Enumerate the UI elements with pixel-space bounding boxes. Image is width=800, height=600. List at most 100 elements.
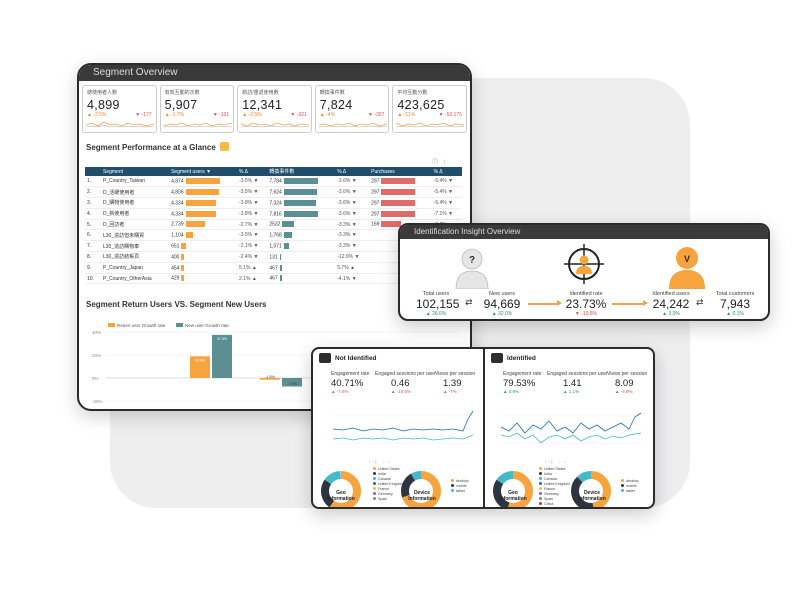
kpi-label: 轉換事件數	[319, 90, 345, 96]
geo-donut[interactable]	[319, 469, 363, 509]
legend-item[interactable]: India	[373, 472, 404, 477]
legend-item[interactable]: Germany	[539, 492, 570, 497]
legend-item[interactable]: tablet	[621, 489, 639, 494]
legend-swatch-return	[108, 323, 115, 327]
cell-text: -3.8% ▼	[239, 199, 259, 206]
cell-conv-pct: -4.1% ▼	[335, 273, 370, 285]
cell-text: 10.	[87, 275, 94, 282]
legend-item[interactable]: desktop	[451, 479, 469, 484]
kpi-delta: ▼ -52,175	[438, 112, 462, 118]
cell-no: 9.	[85, 262, 101, 274]
device-donut[interactable]	[399, 469, 443, 509]
bar-mark[interactable]	[190, 356, 210, 378]
legend-text: China	[544, 502, 554, 506]
kpi-card[interactable]: 有效互動的次數 5,907 ▲ -1.7% ▼ -101	[159, 85, 235, 133]
legend-item[interactable]: China	[539, 502, 570, 507]
cell-conv: 467	[267, 273, 336, 285]
cell-users: 1,104	[169, 229, 238, 242]
metric-label: Total customers	[715, 291, 755, 297]
kpi-card[interactable]: 平均互動分數 423,625 ▲ -11% ▼ -52,175	[392, 85, 467, 133]
legend-item[interactable]: Canada	[539, 477, 570, 482]
legend-item[interactable]: Canada	[373, 477, 404, 482]
col-purch-pct[interactable]: % Δ	[431, 167, 462, 176]
metric-delta: ▼ -19.8%	[574, 311, 598, 317]
target-user-icon	[564, 244, 604, 284]
cell-text: -2.1% ▼	[239, 243, 259, 250]
more-icon[interactable]: ⋮	[441, 160, 448, 166]
cell-users-pct: 2.1% ▲	[237, 273, 268, 285]
unknown-user-icon: ?	[455, 248, 489, 289]
kpi-card[interactable]: 轉換事件數 7,824 ▲ -4% ▼ -307	[314, 85, 390, 133]
cell-conv: 2532	[267, 219, 336, 231]
kpi-delta: ▼ -321	[290, 112, 307, 118]
legend-text: Germany	[378, 492, 393, 496]
y-tick-label: 20%	[92, 353, 101, 358]
legend-item[interactable]: France	[373, 487, 404, 492]
legend-item[interactable]: United Kingdom	[373, 482, 404, 487]
cell-text: -3.6% ▼	[337, 210, 357, 217]
y-tick-label: -20%	[92, 399, 103, 404]
legend-item[interactable]: United States	[539, 467, 570, 472]
table-row[interactable]: 3. D_購物使用者 4,334 -3.8% ▼ 7,324 -3.6% ▼ 297 -5.4…	[85, 197, 462, 209]
legend-item[interactable]: desktop	[621, 479, 639, 484]
legend-item[interactable]: Spain	[539, 497, 570, 502]
cell-conv-pct: -3.6% ▼	[335, 186, 370, 199]
cell-text: L30_造訪購物車	[103, 243, 140, 250]
legend-item[interactable]: mobile	[451, 484, 469, 489]
legend-text: United States	[378, 467, 400, 471]
col-purch[interactable]: Purchases	[369, 167, 432, 176]
geo-legend: United States India Canada United Kingdom Fr…	[373, 467, 404, 502]
legend-dot	[539, 487, 542, 490]
col-conv[interactable]: 轉換事件數	[267, 167, 336, 176]
cell-conv: 131	[267, 251, 336, 263]
legend-item[interactable]: tablet	[451, 489, 469, 494]
metric-delta: ▲ -14.6%	[391, 389, 411, 394]
kpi-label: 新訪/重返使用數	[242, 90, 279, 96]
cell-text: 7,624	[269, 189, 282, 196]
value-bar	[283, 199, 316, 206]
value-bar	[279, 264, 282, 271]
cell-purch-pct: -7.1% ▼	[431, 208, 462, 220]
table-row[interactable]: 1. P_Country_Taiwan 4,874 -3.5% ▼ 7,784 -3.6%…	[85, 176, 462, 188]
engagement-metric: Engagement rate 40.71% ▲ -7.6%	[331, 371, 369, 394]
cell-text: 2.1% ▲	[239, 275, 257, 282]
cell-text: 5.1% ▲	[239, 264, 257, 271]
metric-value: 24,242	[652, 297, 690, 311]
legend-item[interactable]: India	[539, 472, 570, 477]
table-row[interactable]: 2. D_活躍使用者 4,806 -3.5% ▼ 7,624 -3.6% ▼ 297 -5.4…	[85, 186, 462, 199]
col-conv-pct[interactable]: % Δ	[335, 167, 370, 176]
bar-data-label: -1.5%	[265, 375, 275, 379]
legend-item[interactable]: Germany	[373, 492, 404, 497]
identified-line-chart	[500, 412, 642, 444]
legend-item[interactable]: United States	[373, 467, 404, 472]
col-users-pct[interactable]: % Δ	[237, 167, 268, 176]
device-donut[interactable]	[569, 469, 613, 509]
legend-item[interactable]: United Kingdom	[539, 482, 570, 487]
geo-donut[interactable]	[491, 469, 535, 509]
metric-delta: ▲ -4.9%	[615, 389, 633, 394]
cell-text: -3.3% ▼	[337, 232, 357, 239]
kpi-card[interactable]: 新訪/重返使用數 12,341 ▲ -2.5% ▼ -321	[237, 85, 312, 133]
swap-icon: ⇄	[696, 297, 704, 307]
bar-mark[interactable]	[212, 334, 232, 378]
legend-item[interactable]: Spain	[373, 497, 404, 502]
device-legend: desktop mobile tablet	[621, 479, 639, 494]
cell-users-pct: -3.5% ▼	[237, 186, 268, 199]
cell-no: 10.	[85, 273, 101, 285]
metric-value: 102,155	[416, 297, 460, 311]
kpi-sparkline	[241, 122, 310, 128]
col-users[interactable]: Segment users ▼	[169, 167, 238, 176]
cell-text: 297	[371, 210, 380, 217]
legend-item[interactable]: mobile	[621, 484, 639, 489]
table-row[interactable]: 4. D_新使用者 4,334 -3.8% ▼ 7,816 -3.6% ▼ 297 -7.1%…	[85, 208, 462, 220]
cell-users: 454	[169, 262, 238, 274]
bar-mark[interactable]	[282, 378, 302, 387]
info-icon[interactable]: ⓘ	[432, 160, 439, 166]
kpi-card[interactable]: 總使用者人數 4,899 ▲ -3.5% ▼ -177	[82, 85, 157, 133]
cell-text: -4.1% ▼	[337, 275, 357, 282]
legend-item[interactable]: France	[539, 487, 570, 492]
legend-text: mobile	[626, 484, 637, 488]
bar-mark[interactable]	[260, 378, 280, 380]
cell-text: 4,334	[171, 200, 184, 207]
col-segment[interactable]: Segment	[101, 167, 170, 176]
